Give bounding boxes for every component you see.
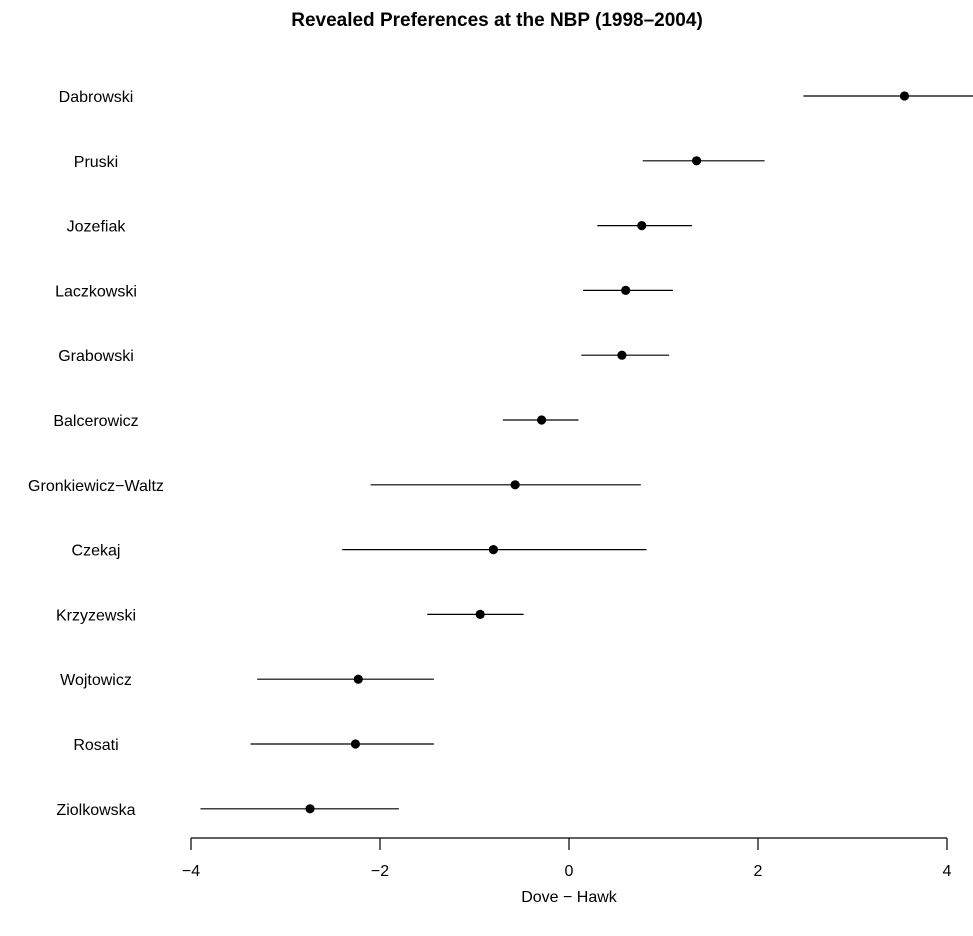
row-label: Balcerowicz: [53, 413, 138, 430]
estimate-point: [475, 609, 485, 620]
estimate-point: [350, 739, 361, 749]
estimate-point: [617, 350, 627, 360]
estimate-row: Balcerowicz: [53, 413, 579, 430]
row-label: Pruski: [74, 154, 118, 171]
row-label: Ziolkowska: [56, 802, 135, 819]
estimate-row: Gronkiewicz−Waltz: [28, 478, 641, 495]
row-label: Gronkiewicz−Waltz: [28, 478, 164, 495]
estimate-point: [510, 480, 520, 490]
x-tick-label: −4: [182, 863, 200, 880]
x-tick-label: 0: [565, 863, 574, 880]
x-tick-label: 4: [943, 863, 952, 880]
estimate-point: [488, 545, 498, 555]
row-label: Wojtowicz: [60, 672, 132, 689]
estimate-point: [353, 674, 363, 684]
estimate-point: [305, 804, 315, 814]
estimate-row: Pruski: [74, 154, 765, 171]
estimate-point: [691, 156, 702, 166]
x-tick-label: 2: [754, 863, 763, 880]
row-label: Krzyzewski: [56, 607, 136, 624]
estimate-rows: Dabrowski Pruski Jozefiak Laczkowski Grabows…: [28, 89, 973, 819]
row-label: Dabrowski: [59, 89, 134, 106]
estimate-row: Ziolkowska: [56, 802, 399, 819]
row-label: Czekaj: [72, 543, 121, 560]
row-label: Grabowski: [58, 348, 134, 365]
chart-title: Revealed Preferences at the NBP (1998–20…: [291, 10, 703, 31]
row-label: Rosati: [73, 737, 118, 754]
estimate-row: Krzyzewski: [56, 607, 524, 624]
estimate-point: [899, 91, 910, 101]
row-label: Jozefiak: [67, 219, 127, 236]
estimate-row: Rosati: [73, 737, 434, 754]
estimate-row: Jozefiak: [67, 219, 692, 236]
row-label: Laczkowski: [55, 283, 137, 300]
estimate-row: Laczkowski: [55, 283, 673, 300]
x-tick-label: −2: [371, 863, 389, 880]
estimate-point: [637, 221, 647, 231]
estimate-row: Dabrowski: [59, 89, 973, 106]
estimate-point: [621, 285, 631, 295]
x-axis: −4 −2 0 2 4: [182, 837, 952, 880]
estimate-point: [536, 415, 547, 425]
estimate-row: Wojtowicz: [60, 672, 434, 689]
estimate-row: Czekaj: [72, 543, 647, 560]
estimate-row: Grabowski: [58, 348, 670, 365]
x-axis-label: Dove − Hawk: [521, 889, 618, 906]
